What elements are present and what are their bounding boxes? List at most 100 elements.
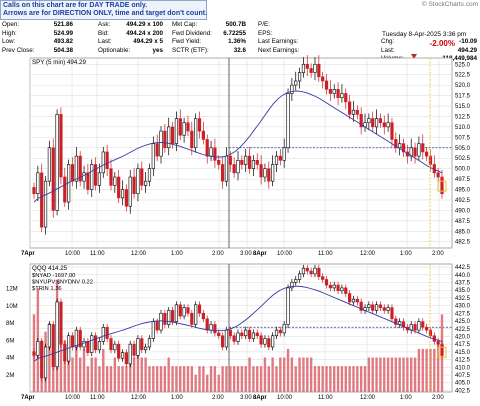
volume-bar [383,357,386,392]
quote-col-3-values: 500.7B 6.72255 1.36% 32.6 [203,21,246,55]
volume-bar [105,366,109,392]
y-tick-label: 482.5 [455,240,471,246]
candle-body [317,267,321,277]
volume-bar [336,366,340,392]
volume-bar [329,366,332,392]
candle-body [398,143,402,149]
candle-body [78,329,82,348]
candle-body [413,324,417,331]
x-tick-label: 3:00 [240,251,252,257]
current-highlight [437,346,447,358]
candle-body [367,304,371,308]
candle-body [271,335,275,348]
candle-body [394,139,398,149]
candle-body [155,321,159,331]
candle-body [82,341,86,348]
candle-body [113,176,117,186]
candle-body [205,318,209,331]
candle-body [43,180,48,228]
candle-body [344,93,348,103]
chart-panel-1 [29,55,453,249]
candle-body [251,160,255,169]
volume-bar [325,366,328,392]
candle-body [324,279,329,286]
candle-body [51,147,55,211]
volume-bar [182,366,186,392]
candle-body [224,329,229,348]
low-label: Low: [2,38,16,46]
next-earnings-label: Next Earnings: [258,46,300,54]
candle-body [140,338,144,351]
candle-body [59,114,63,178]
y-tick-label: 422.5 [455,327,471,333]
volume-bar [113,357,117,392]
candle-body [401,143,406,153]
candle-body [163,312,167,325]
candle-body [278,155,282,161]
candle-body [351,298,356,303]
candle-body [128,176,132,207]
volume-bar [267,366,270,392]
y-tick-label: 442.5 [455,265,471,271]
mkt-cap-label: Mkt Cap: [172,21,198,28]
candle-body [267,168,271,182]
volume-bar [352,366,355,392]
candle-body [144,346,148,351]
y-tick-label: 410.0 [455,365,471,371]
ask-value: 494.29 x 100 [126,21,163,28]
x-tick-label: 10:00 [65,395,81,401]
x-tick-label: 10:00 [65,251,81,257]
bid-label: Bid: [98,29,109,37]
x-tick-label: 1:00 [171,251,183,257]
low-value: 493.82 [53,38,73,46]
candle-body [174,304,179,322]
candle-body [378,304,383,308]
y-tick-label: 440.0 [455,273,471,279]
candle-body [120,352,125,359]
candle-body [236,160,240,174]
quote-col-3: Mkt Cap: Fwd Dividend: Fwd Yield: SCTR (… [172,21,232,55]
x-tick-label: 2:00 [432,251,444,257]
quote-col-4: P/E: EPS: Last Earnings: Next Earnings: [258,21,328,55]
volume-bar [217,374,220,392]
candle-body [286,287,290,325]
candle-body [417,321,421,331]
y-tick-label: 487.5 [455,219,471,225]
quote-col-2-values: 494.29 x 100 494.24 x 200 494.29 x 5 yes [108,21,163,55]
fwd-dividend-value: 6.72255 [223,29,246,37]
y-tick-label: 515.0 [455,104,471,110]
volume-bar [236,366,240,392]
volume-bar [410,357,413,392]
candle-body [97,341,102,351]
candle-body [217,160,221,165]
series-label: $NYAD -1697.00 [32,273,75,279]
x-tick-label: 8Apr [253,395,267,401]
candle-body [93,335,98,351]
volume-bar [406,357,409,392]
candle-body [93,164,98,186]
volume-bar [356,366,359,392]
volume-bar [363,366,367,392]
prev-close-value: 504.38 [53,46,73,54]
candle-body [213,324,217,334]
candle-body [97,172,102,186]
plot-frame-1 [29,57,453,249]
candle-body [436,341,440,345]
candle-body [294,279,298,283]
candle-body [317,63,321,78]
volume-bar [71,357,74,392]
candle-body [309,270,313,275]
candle-body [244,155,248,165]
x-tick-label: 2:00 [432,395,444,401]
volume-tick-label: 4M [6,356,14,362]
current-highlight [437,180,447,192]
candle-body [194,118,198,149]
candle-body [120,189,125,199]
y-tick-label: 485.0 [455,229,471,235]
candle-body [124,189,128,207]
x-tick-label: 7Apr [21,251,35,257]
candle-body [117,343,121,359]
volume-bar [206,374,209,392]
candle-body [382,122,386,128]
